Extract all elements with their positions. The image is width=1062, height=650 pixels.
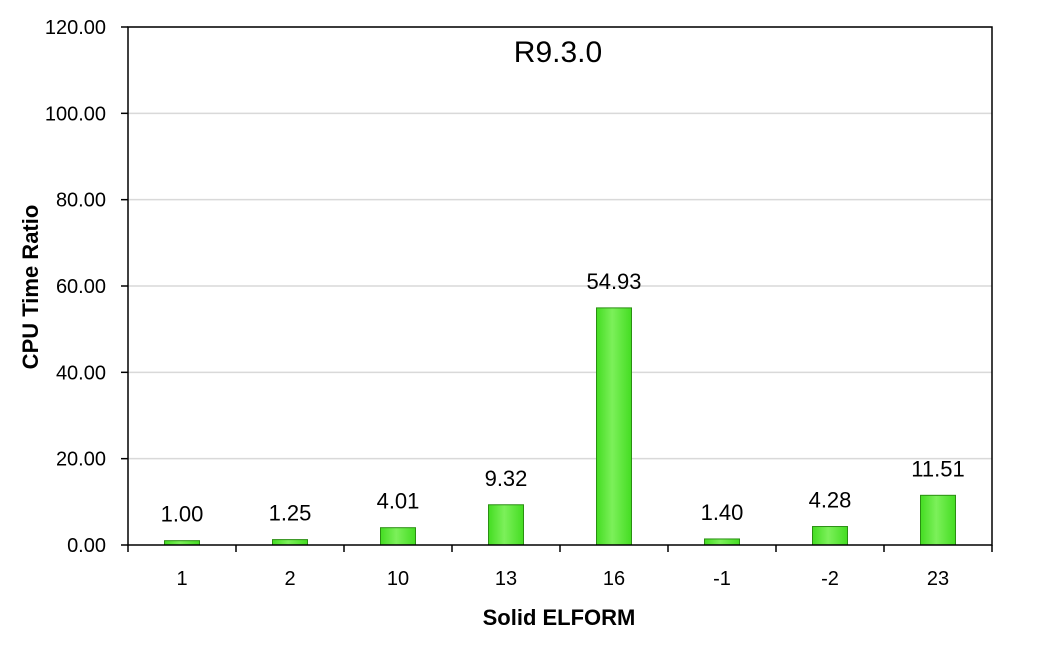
y-tick-label: 0.00 <box>67 535 106 557</box>
bar-value-label: 1.00 <box>161 502 204 527</box>
x-tick-label: 16 <box>603 568 625 590</box>
y-tick-label: 40.00 <box>56 362 106 384</box>
bar <box>272 539 308 546</box>
y-tick-label: 120.00 <box>45 17 106 39</box>
bars <box>164 307 956 546</box>
x-tick-label: 2 <box>284 568 295 590</box>
bar <box>596 307 632 546</box>
x-tick-label: 1 <box>176 568 187 590</box>
x-tick-label: -1 <box>713 568 731 590</box>
y-tick-label: 100.00 <box>45 103 106 125</box>
chart-title: R9.3.0 <box>514 36 602 69</box>
bar-value-label: 9.32 <box>485 466 528 491</box>
y-tick-label: 80.00 <box>56 190 106 212</box>
bar <box>920 494 956 546</box>
bar-value-label: 4.01 <box>377 489 420 514</box>
y-tick-label: 60.00 <box>56 276 106 298</box>
bar-value-label: 4.28 <box>809 488 852 513</box>
bar <box>812 526 848 546</box>
y-tick-label: 20.00 <box>56 449 106 471</box>
x-tick-label: -2 <box>821 568 839 590</box>
x-tick-label: 23 <box>927 568 949 590</box>
x-tick-label: 13 <box>495 568 517 590</box>
axes <box>121 26 993 552</box>
bar <box>380 527 416 546</box>
bar <box>488 504 524 546</box>
x-axis-title: Solid ELFORM <box>483 605 636 630</box>
bar <box>704 538 740 546</box>
x-tick-label: 10 <box>387 568 409 590</box>
bar-value-label: 54.93 <box>586 269 641 294</box>
gridlines <box>128 26 992 460</box>
labels: 0.00 20.00 40.00 60.00 80.00 100.00 120.00 1.00… <box>45 17 965 590</box>
bar-value-label: 1.40 <box>701 500 744 525</box>
bar-value-label: 11.51 <box>911 456 964 481</box>
bar-value-label: 1.25 <box>269 501 312 526</box>
y-axis-title: CPU Time Ratio <box>18 205 43 370</box>
